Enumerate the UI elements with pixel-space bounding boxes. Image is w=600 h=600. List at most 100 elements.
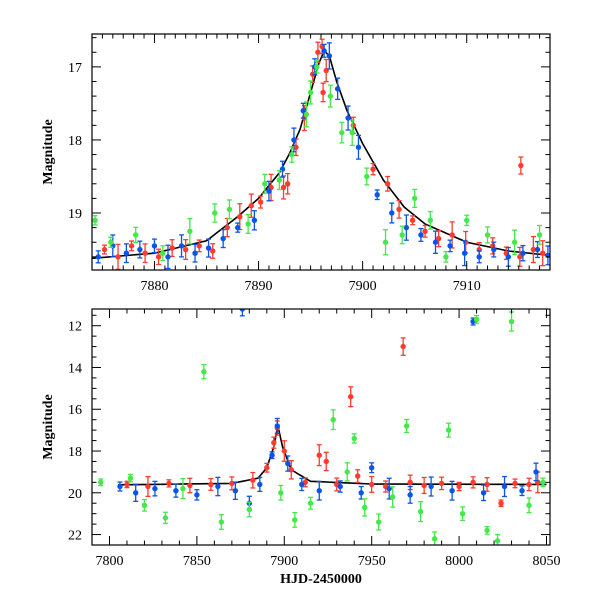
data-point — [520, 250, 526, 256]
x-tick-label: 7910 — [453, 279, 481, 294]
data-point — [355, 144, 362, 150]
data-point — [196, 243, 202, 249]
data-point — [187, 228, 193, 234]
data-point — [123, 250, 130, 256]
data-point — [284, 181, 291, 187]
data-point — [289, 151, 295, 158]
data-point — [459, 510, 466, 517]
data-point — [327, 93, 334, 99]
data-point — [220, 235, 226, 242]
data-point — [232, 487, 239, 494]
data-point — [417, 508, 424, 515]
x-axis-label: HJD-2450000 — [280, 572, 362, 587]
data-point — [396, 206, 402, 213]
data-point — [292, 517, 298, 523]
data-point — [274, 423, 280, 429]
series-green — [92, 60, 543, 263]
data-point — [407, 492, 413, 498]
data-point — [533, 469, 539, 475]
data-point — [403, 423, 410, 429]
data-point — [484, 527, 490, 534]
data-point — [124, 481, 130, 488]
data-point — [218, 519, 225, 525]
x-tick-label: 8000 — [445, 554, 473, 569]
data-point — [169, 245, 175, 251]
data-point — [293, 144, 299, 150]
data-point — [344, 469, 350, 475]
data-point — [95, 254, 101, 260]
data-point — [300, 108, 307, 114]
data-point — [152, 485, 158, 492]
data-point — [484, 232, 491, 238]
data-point — [491, 246, 497, 253]
model-curve — [92, 49, 550, 260]
data-point — [291, 137, 297, 143]
data-point — [411, 195, 418, 202]
data-point — [166, 480, 172, 487]
data-point — [187, 482, 193, 489]
data-point — [320, 89, 326, 96]
data-point — [422, 228, 428, 234]
data-point — [285, 460, 291, 467]
data-point — [375, 519, 382, 525]
data-point — [400, 343, 406, 350]
data-point — [449, 232, 455, 238]
series-blue — [117, 309, 539, 511]
data-point — [526, 481, 532, 488]
data-point — [476, 254, 482, 260]
data-point — [115, 254, 121, 260]
data-point — [182, 246, 189, 253]
data-point — [101, 246, 108, 253]
data-point — [409, 217, 416, 224]
x-tick-label: 7800 — [95, 554, 123, 569]
x-tick-label: 7900 — [349, 279, 377, 294]
data-point — [128, 243, 135, 249]
data-point — [245, 221, 251, 227]
y-tick-label: 18 — [68, 134, 82, 149]
y-tick-label: 16 — [68, 403, 82, 418]
data-point — [443, 254, 449, 260]
data-point — [389, 494, 396, 500]
data-point — [432, 239, 439, 245]
data-point — [407, 479, 413, 486]
data-point — [494, 538, 501, 544]
data-point — [384, 181, 391, 187]
data-point — [461, 250, 468, 256]
plot-frame — [91, 308, 551, 546]
data-point — [316, 452, 322, 458]
x-tick-label: 7900 — [270, 554, 298, 569]
data-point — [447, 243, 453, 249]
data-point — [271, 439, 277, 446]
data-point — [330, 416, 336, 423]
data-point — [303, 111, 310, 118]
series-red — [101, 38, 546, 270]
y-axis-label: Magnitude — [41, 394, 56, 459]
series-blue — [95, 42, 550, 270]
data-point — [137, 246, 143, 253]
data-point — [141, 502, 148, 509]
data-point — [480, 490, 487, 496]
data-point — [264, 465, 270, 471]
data-point — [162, 515, 169, 521]
data-point — [358, 490, 364, 496]
data-point — [151, 243, 158, 249]
data-point — [262, 181, 268, 187]
data-point — [278, 490, 284, 496]
data-point — [321, 48, 327, 54]
data-point — [364, 173, 370, 180]
series-red — [124, 337, 541, 508]
x-tick-label: 7950 — [358, 554, 386, 569]
data-point — [536, 232, 543, 238]
data-point — [269, 452, 275, 458]
data-point — [339, 129, 345, 136]
data-point — [210, 248, 216, 254]
data-point — [464, 217, 470, 224]
y-tick-label: 20 — [68, 487, 82, 502]
data-point — [205, 245, 212, 251]
data-point — [431, 536, 438, 542]
y-tick-label: 12 — [68, 320, 82, 335]
data-point — [215, 483, 221, 490]
data-point — [362, 504, 368, 511]
data-point — [349, 129, 355, 136]
data-point — [250, 477, 256, 483]
